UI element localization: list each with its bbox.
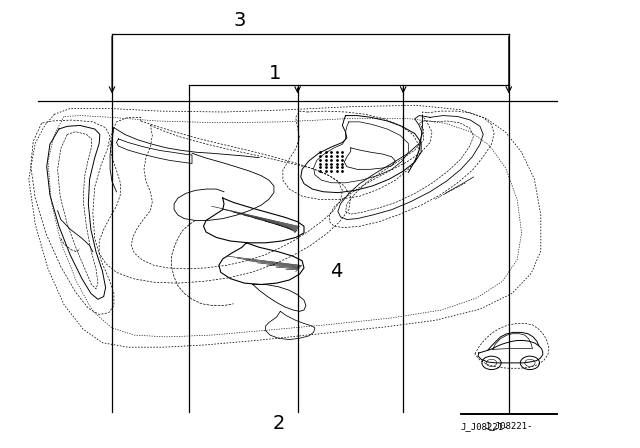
- Text: J_J08221-: J_J08221-: [484, 421, 533, 430]
- Text: 1: 1: [269, 65, 282, 83]
- Text: J_J08221-: J_J08221-: [461, 422, 509, 431]
- Text: 3: 3: [234, 11, 246, 30]
- Text: 4: 4: [330, 262, 342, 280]
- Text: 2: 2: [272, 414, 285, 433]
